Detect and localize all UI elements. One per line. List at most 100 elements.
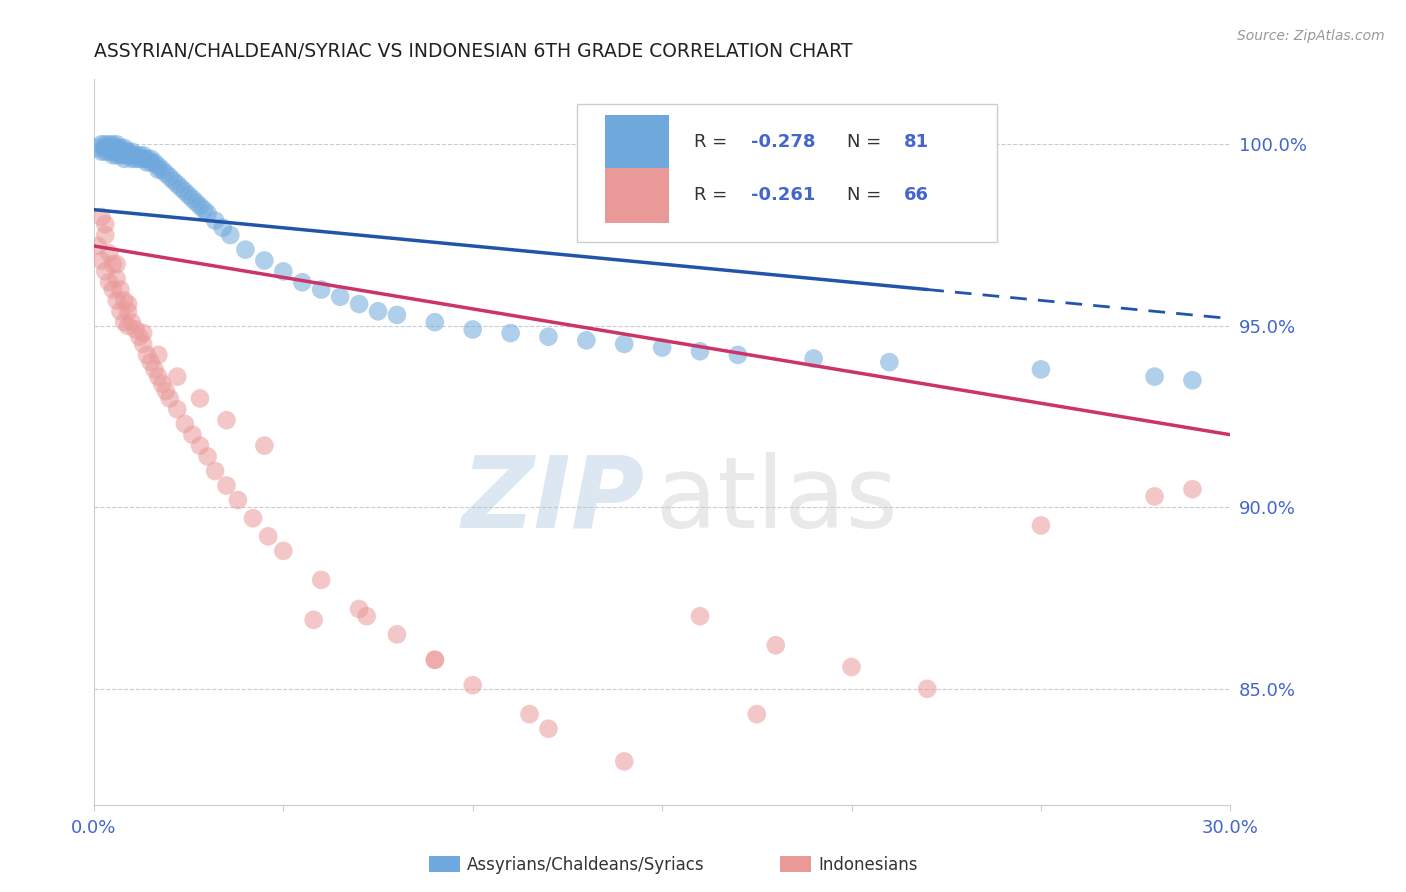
Point (204, 213, 226, 227)
Text: 81: 81 (904, 133, 929, 151)
Point (128, 148, 150, 162)
Point (302, 613, 325, 627)
Point (181, 192, 204, 206)
Point (112, 152, 135, 166)
Point (499, 326, 522, 340)
Point (273, 544, 295, 558)
Point (1181, 482, 1204, 496)
Point (461, 678, 484, 692)
Point (101, 283, 124, 297)
Text: N =: N = (848, 133, 887, 151)
Point (112, 293, 135, 308)
Text: -0.261: -0.261 (751, 186, 815, 204)
Point (98, 275, 121, 289)
Point (186, 195, 208, 210)
Point (143, 362, 166, 376)
Point (329, 290, 352, 304)
Point (356, 609, 378, 624)
Point (159, 169, 181, 184)
Text: R =: R = (695, 186, 733, 204)
Point (226, 493, 249, 508)
Text: Assyrians/Chaldeans/Syriacs: Assyrians/Chaldeans/Syriacs (467, 856, 704, 874)
Point (727, 348, 749, 362)
Point (148, 159, 170, 173)
Point (235, 243, 257, 257)
Point (385, 627, 408, 641)
FancyBboxPatch shape (606, 114, 669, 169)
Point (139, 155, 162, 169)
Point (689, 344, 711, 359)
Point (273, 264, 295, 278)
Point (105, 257, 128, 271)
Point (94, 217, 117, 231)
Point (215, 413, 238, 427)
Point (94, 264, 117, 278)
Point (94, 141, 117, 155)
Text: Source: ZipAtlas.com: Source: ZipAtlas.com (1237, 29, 1385, 43)
FancyBboxPatch shape (576, 104, 997, 243)
Point (651, 341, 673, 355)
Point (879, 355, 901, 369)
Point (136, 348, 159, 362)
Point (367, 304, 389, 318)
Point (150, 376, 173, 391)
Point (101, 137, 124, 152)
Point (90, 253, 112, 268)
Point (461, 322, 484, 336)
Text: atlas: atlas (657, 451, 898, 549)
Point (197, 206, 219, 220)
Point (148, 162, 170, 177)
Point (841, 660, 863, 674)
Point (166, 178, 188, 192)
Point (117, 148, 139, 162)
Point (257, 529, 280, 543)
Point (423, 315, 446, 329)
Point (166, 402, 188, 417)
Point (150, 162, 173, 177)
Point (105, 148, 128, 162)
Point (105, 271, 128, 285)
Point (745, 707, 768, 722)
Point (117, 304, 139, 318)
Point (98, 246, 121, 260)
Point (155, 384, 177, 399)
Text: N =: N = (848, 186, 887, 204)
Point (139, 152, 162, 166)
Point (90, 137, 112, 152)
Point (170, 181, 193, 195)
Point (136, 152, 159, 166)
Point (121, 315, 143, 329)
Point (197, 450, 219, 464)
Point (188, 199, 211, 213)
Point (112, 148, 135, 162)
Text: R =: R = (695, 133, 733, 151)
Point (105, 141, 128, 155)
Point (132, 148, 155, 162)
Point (132, 337, 155, 351)
Point (86, 239, 108, 253)
Point (112, 141, 135, 155)
Point (181, 427, 204, 442)
Point (188, 439, 211, 453)
Point (121, 145, 143, 159)
Point (537, 722, 560, 736)
Point (124, 152, 146, 166)
Point (188, 392, 211, 406)
Point (347, 602, 370, 616)
Point (105, 137, 128, 152)
Point (110, 145, 132, 159)
Point (121, 152, 143, 166)
Point (173, 417, 195, 431)
Point (136, 155, 159, 169)
Point (193, 202, 215, 217)
Point (90, 210, 112, 224)
Point (537, 329, 560, 343)
Point (613, 337, 636, 351)
Point (204, 464, 226, 478)
Point (347, 297, 370, 311)
Point (132, 326, 155, 340)
Point (423, 653, 446, 667)
Point (385, 308, 408, 322)
Point (211, 220, 233, 235)
Point (253, 253, 276, 268)
